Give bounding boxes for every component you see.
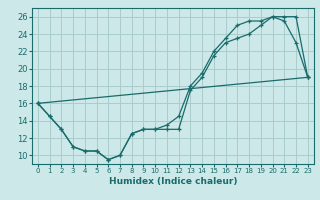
X-axis label: Humidex (Indice chaleur): Humidex (Indice chaleur) bbox=[108, 177, 237, 186]
